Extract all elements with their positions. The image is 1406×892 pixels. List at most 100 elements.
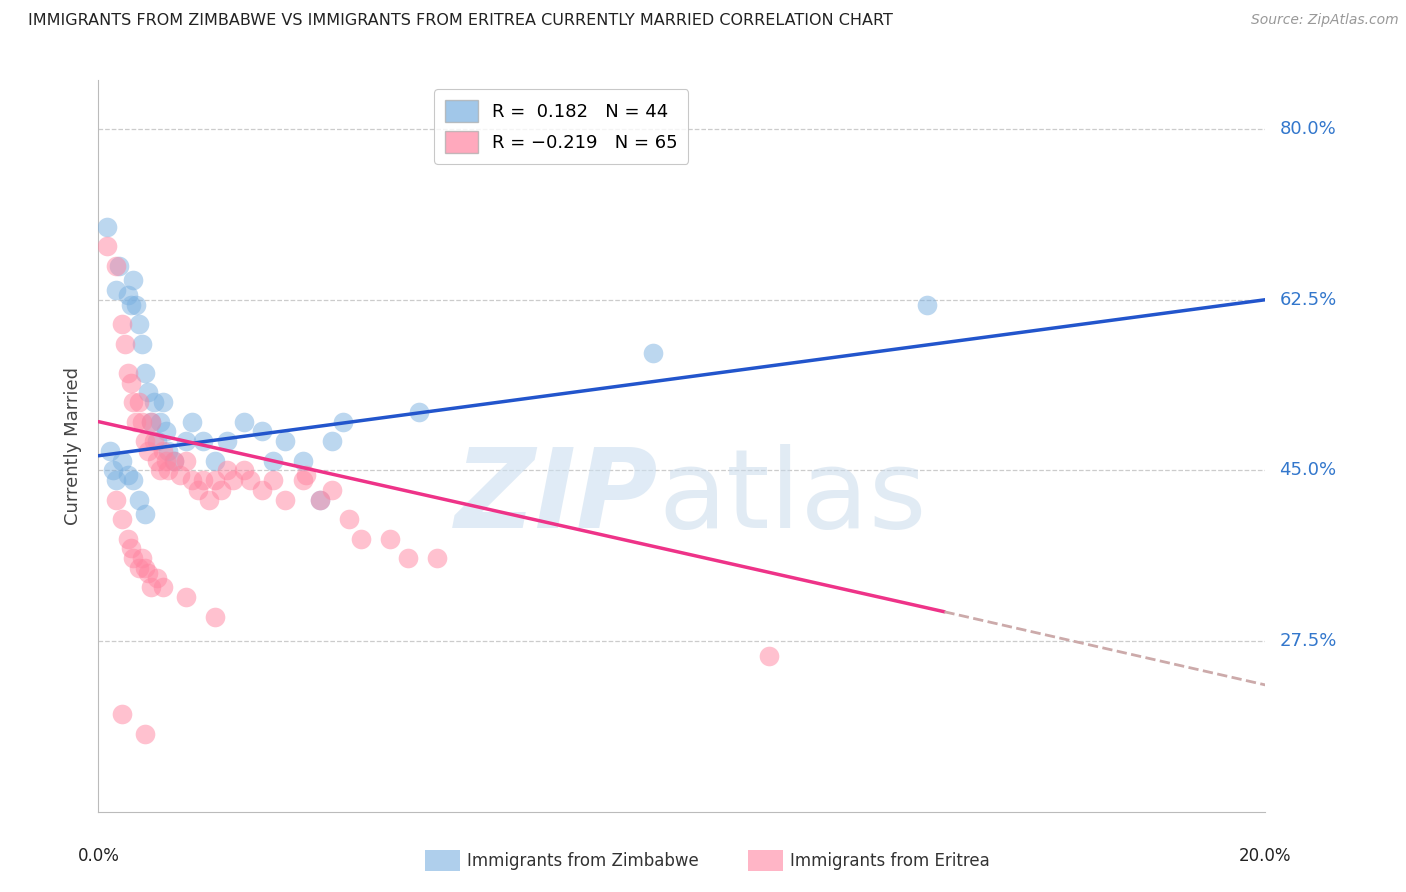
Point <box>125 415 148 429</box>
Point <box>122 473 145 487</box>
Point <box>187 483 209 497</box>
Point <box>915 297 938 311</box>
Point <box>111 317 134 331</box>
Y-axis label: Currently Married: Currently Married <box>65 367 83 525</box>
Point <box>120 541 142 556</box>
Point <box>104 492 127 507</box>
Point <box>136 566 159 580</box>
Text: 62.5%: 62.5% <box>1279 291 1337 309</box>
Point <box>274 492 297 507</box>
Point <box>157 463 180 477</box>
Point <box>641 346 664 360</box>
Point <box>111 453 134 467</box>
Point <box>169 468 191 483</box>
Point <box>128 395 150 409</box>
Point <box>193 434 215 449</box>
Point <box>426 551 449 566</box>
Point <box>294 468 316 483</box>
Point <box>104 283 127 297</box>
Point <box>309 492 332 507</box>
Point <box>128 492 150 507</box>
Point <box>291 473 314 487</box>
Point <box>134 561 156 575</box>
Point <box>131 551 153 566</box>
Point <box>396 551 419 566</box>
Text: 27.5%: 27.5% <box>1279 632 1337 650</box>
Point <box>321 434 343 449</box>
Point <box>221 473 243 487</box>
Point <box>174 453 197 467</box>
Point <box>122 551 145 566</box>
Point <box>163 453 186 467</box>
Point <box>157 443 180 458</box>
Point <box>239 473 262 487</box>
Point <box>139 415 162 429</box>
Point <box>136 385 159 400</box>
Point <box>152 395 174 409</box>
Point <box>104 259 127 273</box>
Point <box>274 434 297 449</box>
Text: Source: ZipAtlas.com: Source: ZipAtlas.com <box>1251 13 1399 28</box>
Point <box>198 492 221 507</box>
Point <box>101 463 124 477</box>
Point <box>174 590 197 604</box>
Point <box>134 434 156 449</box>
Point <box>215 463 238 477</box>
Point <box>120 297 142 311</box>
Point <box>146 434 169 449</box>
Point <box>233 415 256 429</box>
Text: 45.0%: 45.0% <box>1279 461 1337 479</box>
Point <box>155 425 177 439</box>
Point <box>146 453 169 467</box>
Point <box>134 508 156 522</box>
Point <box>204 609 226 624</box>
Point <box>131 415 153 429</box>
Point <box>139 581 162 595</box>
Point <box>96 239 118 253</box>
Point <box>163 453 186 467</box>
Point <box>180 473 202 487</box>
Point <box>117 532 139 546</box>
Point <box>146 571 169 585</box>
Point <box>149 415 172 429</box>
Point <box>291 453 314 467</box>
Text: 20.0%: 20.0% <box>1239 847 1292 865</box>
Point <box>125 297 148 311</box>
Point <box>215 434 238 449</box>
Text: IMMIGRANTS FROM ZIMBABWE VS IMMIGRANTS FROM ERITREA CURRENTLY MARRIED CORRELATIO: IMMIGRANTS FROM ZIMBABWE VS IMMIGRANTS F… <box>28 13 893 29</box>
Point <box>250 425 273 439</box>
Point <box>98 443 121 458</box>
Point <box>142 395 165 409</box>
Point <box>174 434 197 449</box>
Point <box>152 581 174 595</box>
Point <box>114 336 136 351</box>
Point <box>204 473 226 487</box>
Point <box>262 473 284 487</box>
Point <box>337 512 360 526</box>
Point <box>131 336 153 351</box>
Point <box>117 468 139 483</box>
Point <box>120 376 142 390</box>
Point <box>149 463 172 477</box>
Point <box>758 648 780 663</box>
Text: 0.0%: 0.0% <box>77 847 120 865</box>
Point <box>139 415 162 429</box>
Legend: R =  0.182   N = 44, R = −0.219   N = 65: R = 0.182 N = 44, R = −0.219 N = 65 <box>434 89 689 164</box>
Text: Immigrants from Zimbabwe: Immigrants from Zimbabwe <box>467 852 699 870</box>
Point <box>350 532 373 546</box>
Point <box>117 288 139 302</box>
Point <box>142 434 165 449</box>
Text: atlas: atlas <box>658 443 927 550</box>
Point <box>111 512 134 526</box>
Point <box>204 453 226 467</box>
Point <box>408 405 430 419</box>
Point <box>233 463 256 477</box>
Point <box>152 443 174 458</box>
Point <box>128 561 150 575</box>
Point <box>378 532 402 546</box>
Point <box>193 473 215 487</box>
Text: ZIP: ZIP <box>456 443 658 550</box>
Point <box>209 483 232 497</box>
Text: 80.0%: 80.0% <box>1279 120 1336 138</box>
Point <box>332 415 354 429</box>
